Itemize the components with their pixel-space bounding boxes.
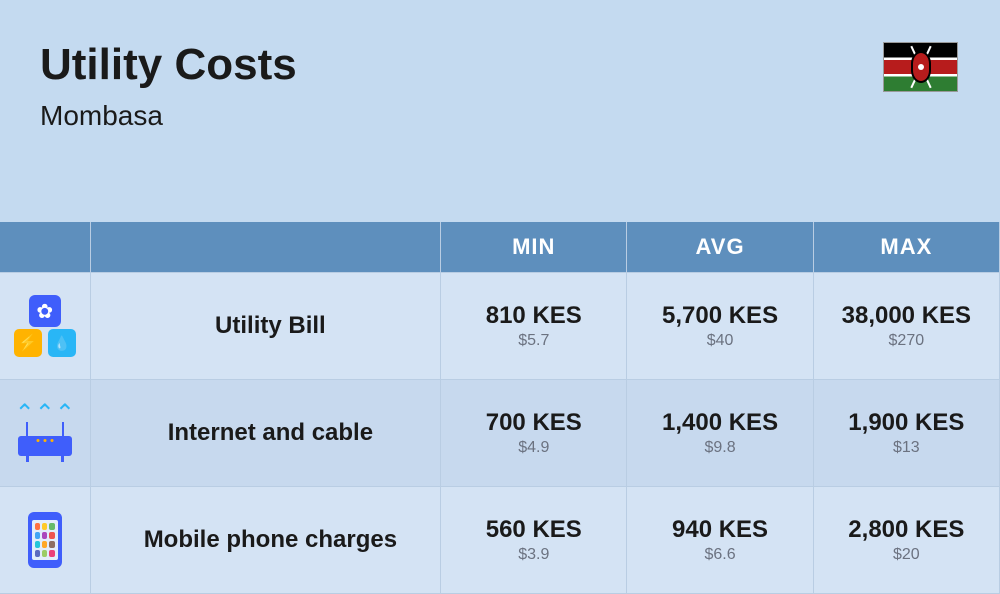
- col-max: MAX: [813, 222, 999, 273]
- table-header-row: MIN AVG MAX: [0, 222, 1000, 273]
- value-secondary: $5.7: [441, 332, 626, 350]
- value-secondary: $3.9: [441, 546, 626, 564]
- value-primary: 1,400 KES: [627, 409, 812, 437]
- table-row: Utility Bill 810 KES $5.7 5,700 KES $40 …: [0, 273, 1000, 380]
- value-secondary: $13: [814, 439, 999, 457]
- cell-max: 1,900 KES $13: [813, 380, 999, 487]
- header: Utility Costs Mombasa: [0, 0, 1000, 222]
- col-min: MIN: [441, 222, 627, 273]
- router-icon: ⌃⌃⌃: [14, 402, 76, 464]
- value-primary: 940 KES: [627, 516, 812, 544]
- value-primary: 560 KES: [441, 516, 626, 544]
- value-primary: 810 KES: [441, 302, 626, 330]
- cell-avg: 940 KES $6.6: [627, 487, 813, 594]
- mobile-phone-icon: [14, 509, 76, 571]
- kenya-flag-icon: [883, 42, 958, 92]
- col-avg: AVG: [627, 222, 813, 273]
- value-secondary: $20: [814, 546, 999, 564]
- value-primary: 1,900 KES: [814, 409, 999, 437]
- value-secondary: $40: [627, 332, 812, 350]
- utility-costs-table: MIN AVG MAX Utility Bill 810 KES $5.7 5,…: [0, 222, 1000, 594]
- col-label: [90, 222, 441, 273]
- value-primary: 38,000 KES: [814, 302, 999, 330]
- value-primary: 5,700 KES: [627, 302, 812, 330]
- cell-max: 2,800 KES $20: [813, 487, 999, 594]
- cell-min: 700 KES $4.9: [441, 380, 627, 487]
- value-secondary: $9.8: [627, 439, 812, 457]
- cell-max: 38,000 KES $270: [813, 273, 999, 380]
- value-secondary: $4.9: [441, 439, 626, 457]
- cell-min: 560 KES $3.9: [441, 487, 627, 594]
- row-icon-cell: [0, 273, 90, 380]
- row-label: Internet and cable: [90, 380, 441, 487]
- cell-avg: 1,400 KES $9.8: [627, 380, 813, 487]
- value-primary: 700 KES: [441, 409, 626, 437]
- col-icon: [0, 222, 90, 273]
- row-label: Utility Bill: [90, 273, 441, 380]
- table-row: Mobile phone charges 560 KES $3.9 940 KE…: [0, 487, 1000, 594]
- cell-min: 810 KES $5.7: [441, 273, 627, 380]
- page-title: Utility Costs: [40, 40, 960, 90]
- table-row: ⌃⌃⌃ Internet and cable 700 KES $4.9 1,40…: [0, 380, 1000, 487]
- value-secondary: $6.6: [627, 546, 812, 564]
- row-icon-cell: [0, 487, 90, 594]
- cell-avg: 5,700 KES $40: [627, 273, 813, 380]
- utility-bill-icon: [14, 295, 76, 357]
- value-secondary: $270: [814, 332, 999, 350]
- page-subtitle: Mombasa: [40, 100, 960, 132]
- row-label: Mobile phone charges: [90, 487, 441, 594]
- value-primary: 2,800 KES: [814, 516, 999, 544]
- row-icon-cell: ⌃⌃⌃: [0, 380, 90, 487]
